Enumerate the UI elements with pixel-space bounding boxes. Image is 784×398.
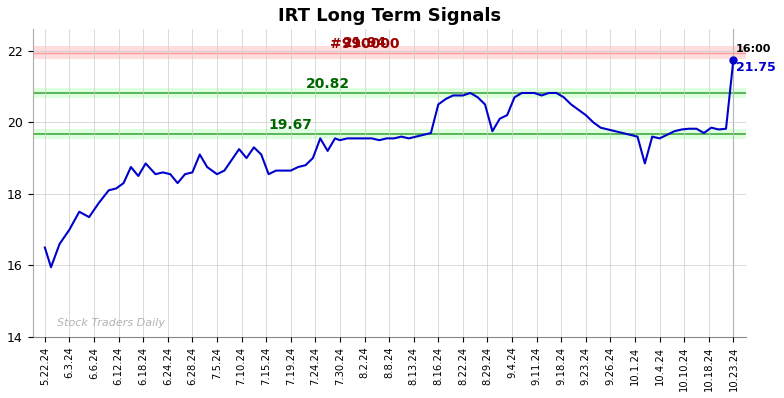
Text: 21.75: 21.75 (736, 61, 775, 74)
Text: 19.67: 19.67 (269, 118, 313, 132)
Bar (33, 88, 746, 98)
Text: #990000: #990000 (330, 37, 399, 51)
Text: 20.82: 20.82 (306, 77, 350, 91)
Text: Stock Traders Daily: Stock Traders Daily (57, 318, 165, 328)
Bar (33, 47, 746, 59)
Text: 21.94: 21.94 (343, 36, 387, 51)
Bar (33, 129, 746, 139)
Title: IRT Long Term Signals: IRT Long Term Signals (278, 7, 501, 25)
Text: 16:00: 16:00 (736, 44, 771, 54)
